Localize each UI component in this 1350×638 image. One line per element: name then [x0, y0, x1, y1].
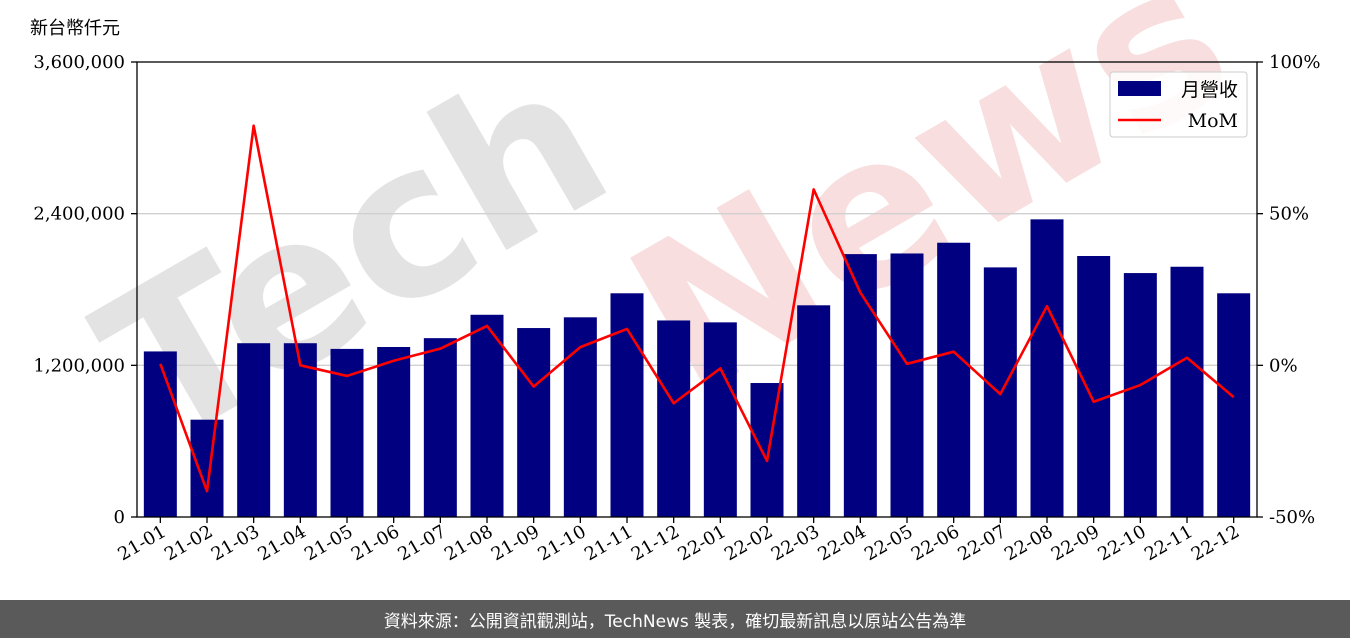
y-unit-label: 新台幣仟元	[30, 18, 120, 39]
x-tick-label: 21-02	[161, 521, 216, 565]
x-tick-label: 22-10	[1094, 521, 1149, 565]
x-tick-label: 22-06	[908, 521, 963, 565]
x-tick-label: 22-02	[721, 521, 776, 565]
x-tick-label: 21-07	[394, 521, 449, 565]
bar	[610, 293, 644, 517]
y-left-tick-label: 0	[114, 507, 125, 528]
bar	[283, 343, 317, 517]
x-tick-label: 22-01	[674, 521, 729, 565]
mom-line	[159, 124, 1235, 493]
x-tick-label: 21-04	[254, 521, 309, 565]
bar	[143, 351, 177, 517]
x-tick-label: 21-06	[348, 521, 403, 565]
x-tick-label: 22-03	[768, 521, 823, 565]
bar	[237, 343, 271, 517]
bar	[937, 242, 971, 517]
x-tick-label: 21-12	[628, 521, 683, 565]
bar	[1030, 219, 1064, 517]
x-tick-label: 22-08	[1001, 521, 1056, 565]
x-tick-label: 21-10	[534, 521, 589, 565]
bar	[470, 314, 504, 517]
legend-bar-swatch	[1118, 81, 1161, 96]
bar-series	[143, 219, 1251, 517]
bar	[423, 338, 457, 517]
footer-text: 資料來源：公開資訊觀測站，TechNews 製表，確切最新訊息以原站公告為準	[383, 611, 967, 632]
x-tick-label: 22-07	[954, 521, 1009, 565]
source-footer: 資料來源：公開資訊觀測站，TechNews 製表，確切最新訊息以原站公告為準	[0, 600, 1350, 638]
bar	[377, 347, 411, 517]
bar	[843, 254, 877, 517]
bar	[703, 322, 737, 517]
legend: 月營收 MoM	[1109, 71, 1248, 138]
y-left-tick-label: 1,200,000	[33, 355, 125, 376]
y-right-tick-label: 0%	[1269, 355, 1298, 376]
mom-line-series	[159, 124, 1235, 493]
grid-lines	[137, 213, 1257, 366]
x-tick-label: 22-04	[814, 521, 869, 565]
x-tick-label: 22-11	[1141, 521, 1196, 565]
bar	[1170, 266, 1204, 517]
x-tick-label: 22-09	[1048, 521, 1103, 565]
bar	[890, 253, 924, 517]
bar	[1217, 293, 1251, 517]
chart: Tech News 新台幣仟元 01,200,0002,400,0003,600…	[30, 0, 1320, 565]
watermark-news: News	[593, 0, 1267, 443]
y-right-tick-label: 50%	[1269, 204, 1309, 225]
legend-line-label: MoM	[1188, 110, 1238, 132]
x-tick-label: 21-03	[208, 521, 263, 565]
plot-frame	[136, 61, 1258, 518]
x-tick-label: 21-11	[581, 521, 636, 565]
x-tick-label: 22-12	[1188, 521, 1243, 565]
y-right-tick-label: 100%	[1269, 52, 1320, 73]
legend-bar-label: 月營收	[1181, 79, 1238, 101]
x-tick-label: 21-09	[488, 521, 543, 565]
y-right-tick-label: -50%	[1269, 507, 1315, 528]
bar	[1077, 256, 1111, 517]
x-tick-label: 21-05	[301, 521, 356, 565]
bar	[1123, 273, 1157, 517]
bar	[517, 328, 551, 517]
y-left-tick-label: 3,600,000	[33, 52, 125, 73]
x-tick-label: 21-08	[441, 521, 496, 565]
bar	[797, 305, 831, 517]
y-left-tick-label: 2,400,000	[33, 204, 125, 225]
bar	[190, 419, 224, 517]
bar	[750, 383, 784, 517]
bar	[657, 320, 691, 517]
x-tick-label: 22-05	[861, 521, 916, 565]
bar	[563, 317, 597, 517]
